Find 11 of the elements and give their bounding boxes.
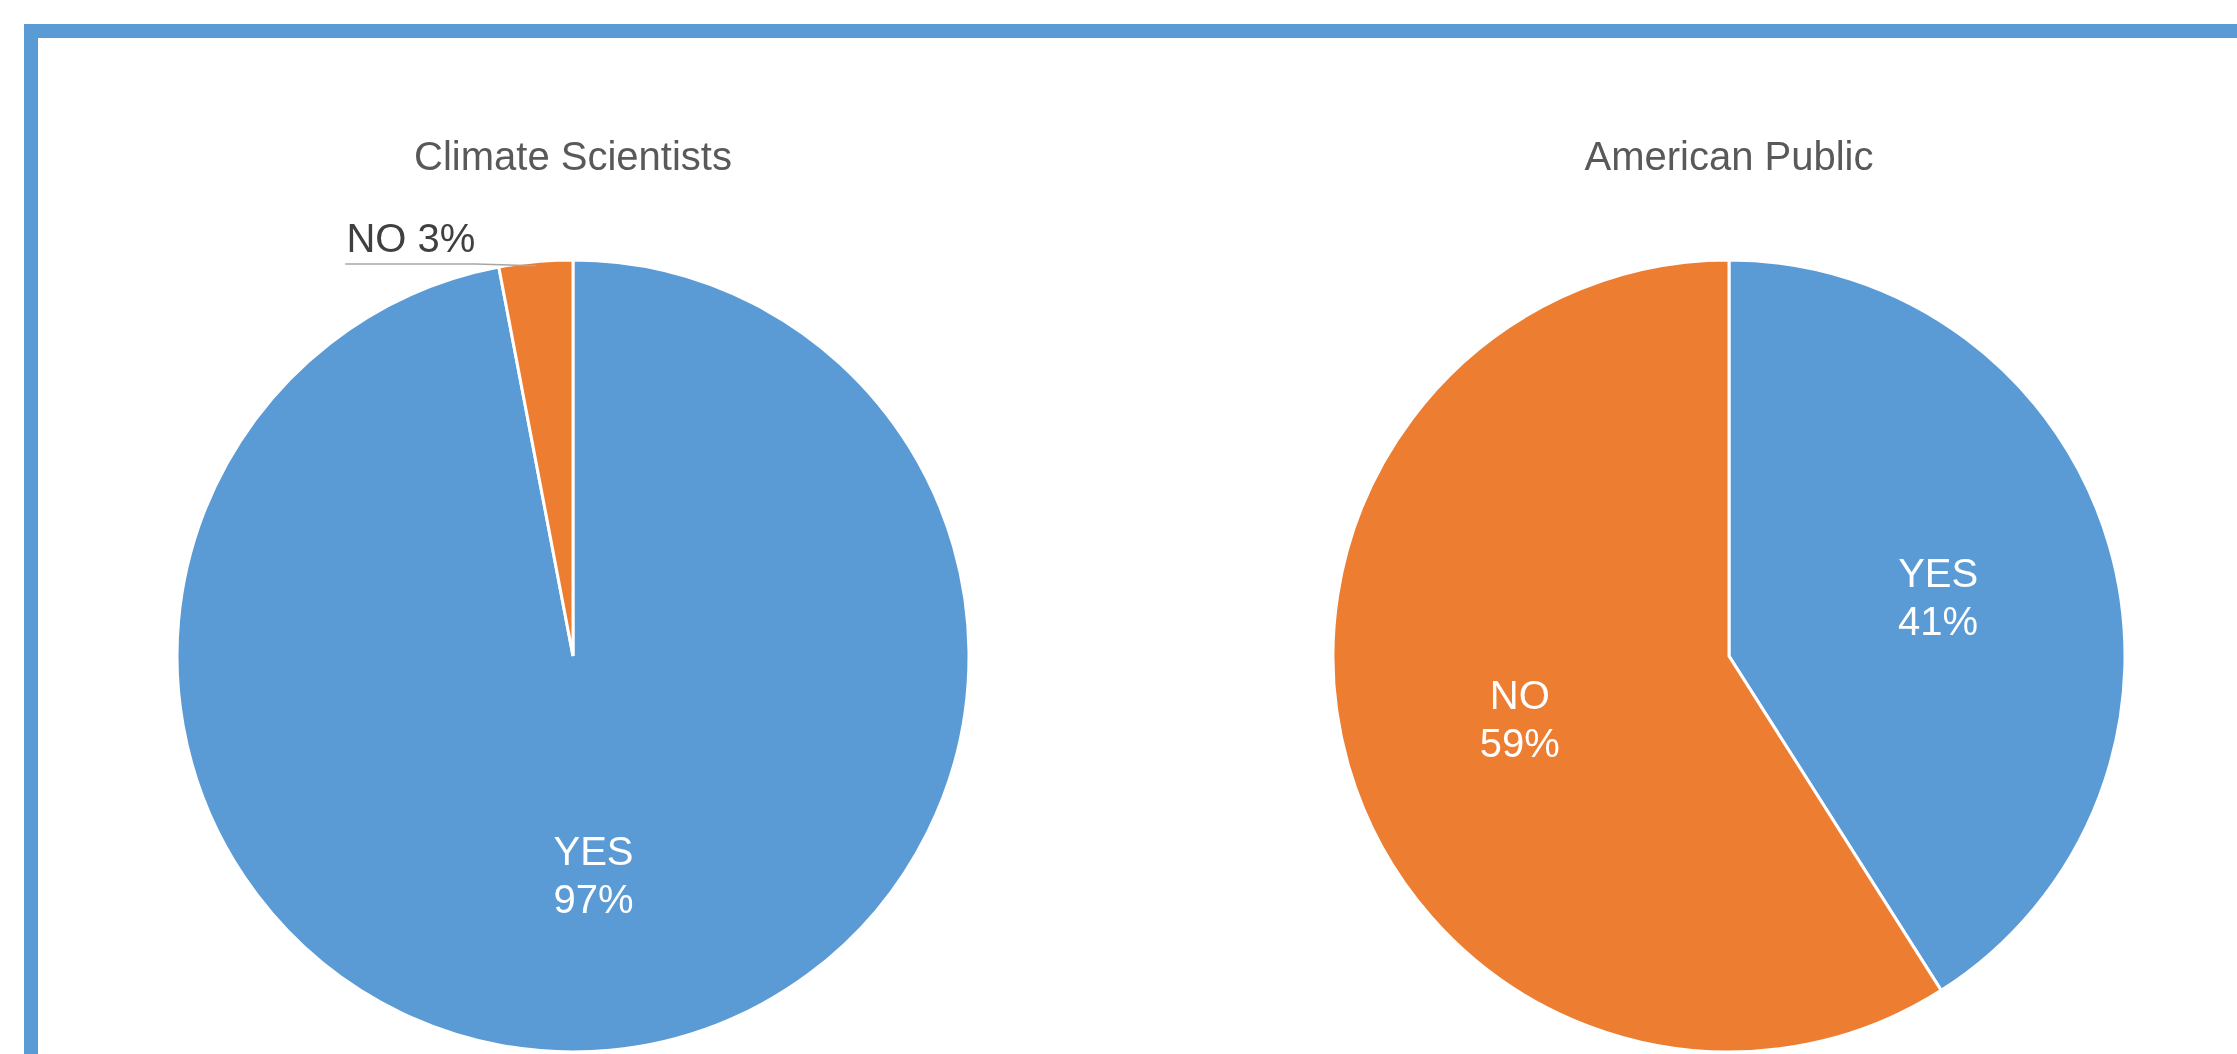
data-label: 97% xyxy=(553,876,634,921)
slice-label: NO xyxy=(346,216,418,261)
data-label: 41% xyxy=(1898,599,1979,644)
pie-slice xyxy=(175,258,971,1054)
slice-label: NO xyxy=(1489,672,1550,717)
data-label: 3% xyxy=(417,216,476,261)
slice-label: YES xyxy=(553,828,634,873)
data-label: 59% xyxy=(1479,720,1560,765)
slice-label: YES xyxy=(1898,551,1979,596)
chart-title: American Public xyxy=(1584,134,1874,178)
chart-title: Climate Scientists xyxy=(414,134,732,178)
